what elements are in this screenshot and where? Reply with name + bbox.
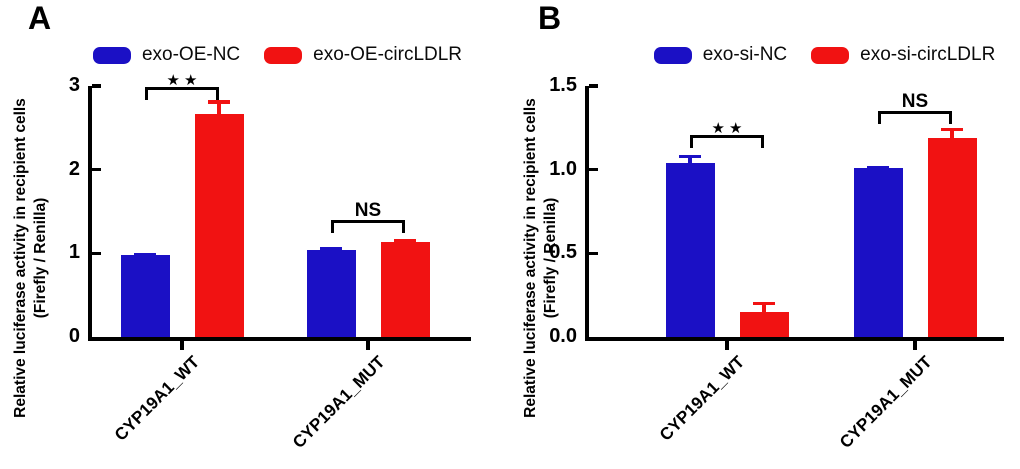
y-tick-mark — [589, 84, 598, 88]
legend-label: exo-si-circLDLR — [860, 44, 996, 65]
significance-bracket: NS — [878, 92, 952, 125]
legend-label: exo-OE-circLDLR — [313, 44, 463, 65]
y-axis-title-line2: (Firefly / Renilla) — [32, 197, 49, 319]
x-tick-mark — [913, 341, 917, 350]
error-bar-cap — [208, 100, 230, 104]
error-bar-cap — [320, 247, 342, 251]
y-tick-label: 1.5 — [549, 74, 577, 96]
y-tick-label: 0.5 — [549, 241, 577, 264]
error-bar-cap — [134, 252, 156, 256]
bar — [120, 255, 170, 337]
legend-swatch-blue — [653, 46, 692, 64]
bar — [194, 114, 244, 337]
significance-bracket: ★★ — [690, 121, 764, 148]
panel-a: A exo-OE-NC exo-OE-circLDLR Relative luc… — [11, 0, 471, 468]
y-axis-title-line1: Relative luciferase activity in recipien… — [522, 98, 539, 418]
bar — [380, 242, 430, 337]
panel-a-label: A — [28, 0, 53, 36]
y-tick-label: 1 — [68, 241, 80, 264]
y-tick-mark — [92, 84, 101, 88]
significance-bracket: NS — [331, 201, 405, 233]
y-tick-mark — [92, 251, 101, 256]
y-axis-title: Relative luciferase activity in recipien… — [11, 48, 55, 468]
y-tick-label: 0 — [68, 325, 80, 347]
legend-swatch-red — [811, 46, 850, 64]
error-bar-stem — [217, 100, 221, 117]
x-tick-mark — [725, 341, 729, 350]
y-tick-label: 0.0 — [549, 325, 577, 347]
legend-item-exo-oe-circldlr: exo-OE-circLDLR — [264, 44, 462, 66]
significance-label: ★★ — [166, 71, 202, 89]
x-tick-mark — [180, 341, 184, 350]
error-bar-cap — [941, 127, 963, 132]
error-bar-cap — [394, 239, 416, 243]
category-label: CYP19A1_MUT — [289, 352, 389, 452]
legend-item-exo-si-nc: exo-si-NC — [653, 44, 788, 66]
legend-label: exo-OE-NC — [141, 44, 241, 65]
error-bar-cap — [867, 166, 889, 170]
significance-bracket: ★★ — [145, 73, 219, 100]
plot-area-a: 0 1 2 3 CYP19A1_WT CYP19A1_MUT ★★ NS — [69, 73, 471, 452]
error-bar-stem — [688, 154, 692, 165]
significance-label: NS — [901, 91, 929, 113]
category-label: CYP19A1_MUT — [836, 352, 936, 452]
y-tick-label: 1.0 — [549, 157, 577, 180]
x-tick-mark — [366, 341, 370, 350]
legend-item-exo-oe-nc: exo-OE-NC — [92, 44, 241, 66]
legend-item-exo-si-circldlr: exo-si-circLDLR — [811, 44, 995, 66]
bar — [853, 168, 903, 337]
bar — [665, 162, 715, 337]
error-bar-stem — [950, 127, 954, 140]
error-bar-cap — [753, 301, 775, 306]
panel-b: B exo-si-NC exo-si-circLDLR Relative luc… — [510, 0, 1020, 469]
panel-b-label: B — [538, 0, 563, 36]
y-axis-title-line1: Relative luciferase activity in recipien… — [12, 98, 29, 418]
legend-swatch-red — [264, 46, 303, 64]
legend-label: exo-si-NC — [702, 44, 788, 65]
category-label: CYP19A1_WT — [655, 352, 748, 445]
significance-label: ★★ — [711, 119, 747, 137]
legend-a: exo-OE-NC exo-OE-circLDLR — [88, 44, 467, 66]
y-tick-mark — [589, 167, 598, 172]
legend-swatch-blue — [92, 46, 131, 64]
y-tick-mark — [92, 167, 101, 172]
y-tick-label: 3 — [68, 74, 80, 96]
error-bar-cap — [679, 154, 701, 159]
error-bar-stem — [762, 301, 766, 314]
bar — [739, 311, 789, 337]
plot-area-b: 0.0 0.5 1.0 1.5 CYP19A1_WT CYP19A1_MUT ★★ NS — [549, 75, 1004, 452]
y-tick-mark — [589, 251, 598, 256]
y-tick-label: 2 — [68, 157, 80, 180]
significance-label: NS — [354, 199, 382, 221]
bar — [927, 137, 977, 337]
legend-b: exo-si-NC exo-si-circLDLR — [617, 44, 1020, 66]
category-label: CYP19A1_WT — [110, 352, 203, 445]
bar — [306, 250, 356, 337]
